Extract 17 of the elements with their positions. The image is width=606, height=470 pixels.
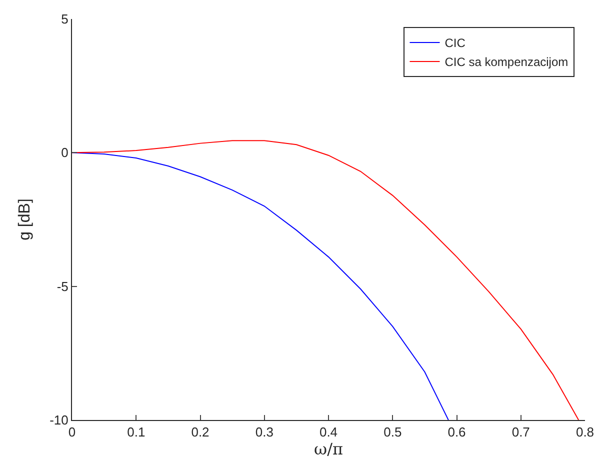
y-axis-title: g [dB] <box>16 198 34 240</box>
x-tick-label: 0.1 <box>127 424 146 440</box>
y-tick-label: -5 <box>56 278 68 294</box>
legend-label: CIC <box>444 36 466 50</box>
y-tick-label: 5 <box>61 12 68 27</box>
y-tick-label: 0 <box>61 145 68 160</box>
x-axis-title: ω/π <box>314 440 343 459</box>
legend-label: CIC sa kompenzacijom <box>444 55 568 70</box>
y-tick-label: -10 <box>50 412 68 428</box>
x-tick-label: 0.5 <box>384 424 402 440</box>
x-tick-label: 0.6 <box>448 424 466 440</box>
x-tick-label: 0.3 <box>255 424 274 440</box>
x-tick-label: 0.7 <box>512 424 530 440</box>
x-tick-label: 0.8 <box>576 424 594 440</box>
x-tick-label: 0.4 <box>319 424 338 440</box>
x-tick-label: 0.2 <box>191 424 210 440</box>
line-series <box>72 152 449 420</box>
